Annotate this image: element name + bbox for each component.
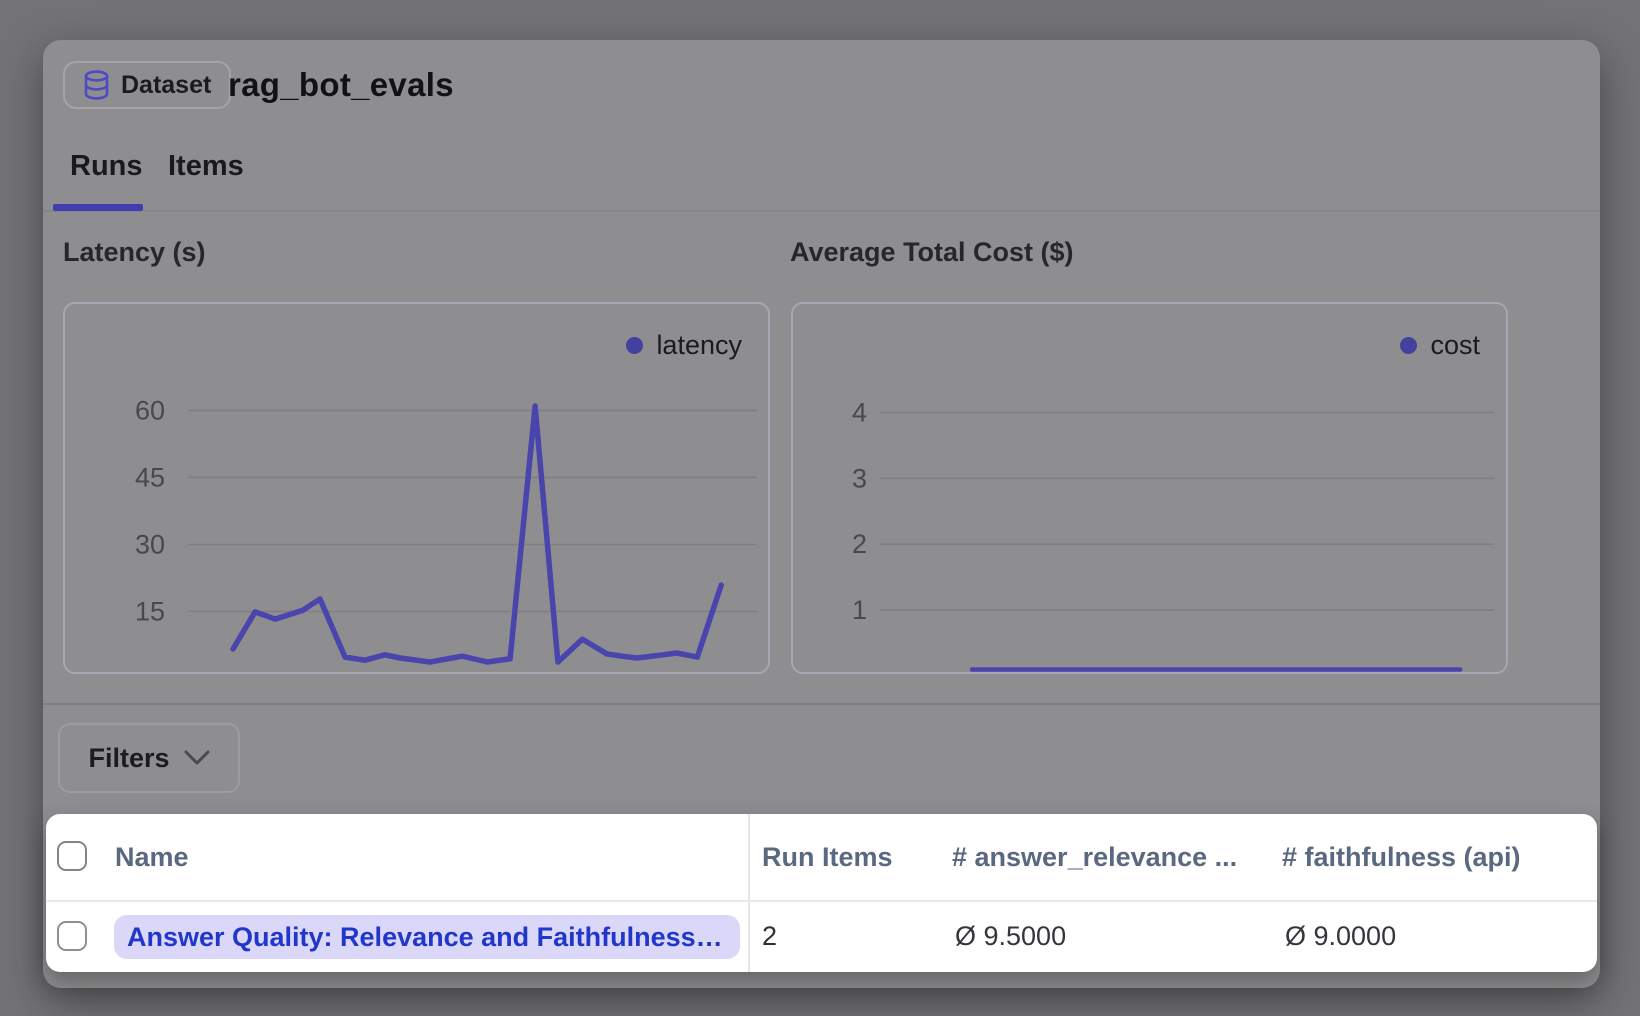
row-divider <box>46 900 1597 902</box>
legend-dot <box>626 337 644 354</box>
cost-chart: 1 2 3 4 <box>852 397 1494 672</box>
badge-label: Dataset <box>121 70 212 99</box>
chart-legend: cost <box>1400 330 1480 361</box>
y-tick-label: 60 <box>135 395 165 425</box>
chart-title-latency: Latency (s) <box>63 237 206 267</box>
chart-title-cost: Average Total Cost ($) <box>790 237 1074 267</box>
latency-line <box>230 403 724 665</box>
column-header-run-items[interactable]: Run Items <box>762 842 893 872</box>
column-divider <box>748 814 750 972</box>
y-tick-label: 1 <box>852 595 867 625</box>
faithfulness-cell: Ø 9.0000 <box>1285 921 1397 951</box>
row-checkbox[interactable] <box>57 921 87 951</box>
y-tick-label: 30 <box>135 529 165 559</box>
tabs-bottom-border <box>43 210 1600 212</box>
legend-label: latency <box>656 330 742 360</box>
y-tick-label: 15 <box>135 596 165 626</box>
run-name-label: Answer Quality: Relevance and Faithfulne… <box>127 921 727 952</box>
column-header-name[interactable]: Name <box>115 842 189 872</box>
database-icon <box>84 70 109 100</box>
y-tick-label: 4 <box>852 397 867 427</box>
dataset-badge: Dataset <box>63 61 232 109</box>
filters-button-label: Filters <box>88 742 170 773</box>
chevron-down-icon <box>184 750 210 765</box>
chart-panel-cost: 1 2 3 4 cost <box>791 302 1508 674</box>
legend-label: cost <box>1430 330 1480 360</box>
active-tab-underline <box>53 204 143 211</box>
dataset-card: Dataset rag_bot_evals Runs Items Latency… <box>43 40 1600 988</box>
column-header-faithfulness[interactable]: # faithfulness (api) <box>1282 842 1521 872</box>
latency-chart: 15 30 45 60 <box>135 395 757 665</box>
tab-runs[interactable]: Runs <box>70 150 143 182</box>
y-tick-label: 45 <box>135 462 165 492</box>
page-title: rag_bot_evals <box>228 66 454 103</box>
y-tick-label: 2 <box>852 529 867 559</box>
tab-items[interactable]: Items <box>168 150 244 182</box>
filters-button[interactable]: Filters <box>58 723 240 793</box>
legend-dot <box>1400 337 1418 354</box>
chart-panel-latency: 15 30 45 60 latency <box>63 302 770 674</box>
column-header-answer-relevance[interactable]: # answer_relevance ... <box>952 842 1238 872</box>
y-tick-label: 3 <box>852 463 867 493</box>
run-items-cell: 2 <box>762 921 778 951</box>
select-all-checkbox[interactable] <box>57 841 87 871</box>
answer-relevance-cell: Ø 9.5000 <box>955 921 1067 951</box>
section-divider <box>43 703 1600 705</box>
chart-legend: latency <box>626 330 742 361</box>
run-name-link[interactable]: Answer Quality: Relevance and Faithfulne… <box>114 915 740 959</box>
runs-table: Name Run Items # answer_relevance ... # … <box>46 814 1597 972</box>
